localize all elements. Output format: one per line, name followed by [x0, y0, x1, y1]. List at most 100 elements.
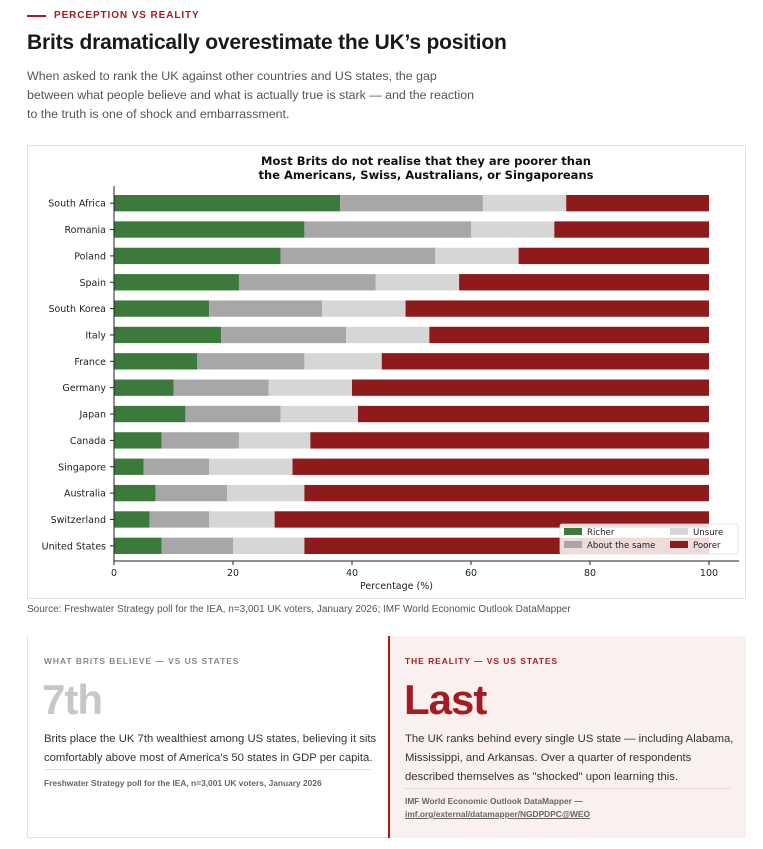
bar-south-korea-about-the-same: [209, 300, 323, 317]
x-tick-label: 20: [227, 568, 239, 579]
bar-japan-unsure: [280, 405, 358, 423]
bar-canada-poorer: [310, 432, 709, 449]
bar-france-richer: [114, 353, 198, 370]
believe-source: Freshwater Strategy poll for the IEA, n=…: [44, 778, 322, 788]
y-tick-label: France: [74, 357, 106, 368]
bar-switzerland-richer: [114, 511, 150, 528]
bar-germany-richer: [114, 379, 174, 396]
bar-italy-about-the-same: [221, 326, 347, 344]
believe-body: Brits place the UK 7th wealthiest among …: [44, 733, 377, 764]
legend-swatch-about-the-same: [564, 541, 582, 548]
chart-title-line: the Americans, Swiss, Australians, or Si…: [259, 168, 594, 182]
reality-body: The UK ranks behind every single US stat…: [405, 733, 734, 783]
y-tick-label: Germany: [62, 383, 106, 394]
kicker: PERCEPTION VS REALITY: [27, 10, 200, 21]
bar-poland-unsure: [435, 247, 519, 265]
y-tick-label: Australia: [64, 489, 106, 500]
x-tick-label: 0: [111, 568, 117, 579]
bar-singapore-about-the-same: [143, 458, 210, 475]
legend-swatch-richer: [564, 528, 582, 535]
reality-source: IMF World Economic Outlook DataMapper — …: [405, 795, 735, 821]
y-tick-label: Romania: [64, 225, 106, 236]
bar-spain-about-the-same: [238, 274, 376, 291]
reality-divider: [405, 788, 730, 789]
bar-italy-richer: [114, 326, 222, 344]
believe-label: WHAT BRITS BELIEVE — VS US STATES: [44, 656, 240, 666]
bar-poland-richer: [114, 247, 281, 265]
bar-japan-richer: [114, 405, 186, 423]
reality-source-link[interactable]: imf.org/external/datamapper/NGDPDPC@WEO: [405, 809, 591, 819]
chart-container: Most Brits do not realise that they are …: [27, 145, 746, 599]
bar-italy-unsure: [346, 326, 430, 344]
x-tick-label: 100: [700, 568, 718, 579]
legend-box: [559, 523, 739, 555]
bar-romania-poorer: [554, 221, 709, 238]
bar-south-africa-about-the-same: [340, 195, 483, 212]
legend-swatch-unsure: [670, 528, 688, 535]
bar-romania-unsure: [471, 221, 555, 238]
believe-panel: WHAT BRITS BELIEVE — VS US STATES 7th Br…: [27, 636, 388, 838]
bar-united-states-richer: [114, 537, 162, 554]
y-tick-label: Singapore: [58, 462, 106, 473]
bar-south-korea-unsure: [322, 300, 406, 317]
believe-divider: [44, 769, 371, 770]
reality-source-text: IMF World Economic Outlook DataMapper —: [405, 796, 583, 806]
bar-canada-richer: [114, 432, 162, 449]
bar-romania-about-the-same: [304, 221, 471, 238]
bar-canada-unsure: [238, 432, 311, 449]
page-title: Brits dramatically overestimate the UK’s…: [27, 31, 507, 54]
bar-romania-richer: [114, 221, 305, 238]
bar-japan-poorer: [357, 405, 709, 423]
bar-australia-richer: [114, 484, 156, 502]
y-tick-label: Spain: [79, 278, 106, 289]
bar-singapore-poorer: [292, 458, 709, 475]
bar-singapore-unsure: [209, 458, 293, 475]
legend-swatch-poorer: [670, 541, 688, 548]
bar-germany-poorer: [352, 379, 709, 396]
bar-south-africa-richer: [114, 195, 341, 212]
y-tick-label: Poland: [74, 251, 106, 262]
y-tick-label: Japan: [79, 410, 107, 421]
bar-poland-poorer: [518, 247, 709, 265]
bar-france-about-the-same: [197, 353, 305, 370]
bar-spain-richer: [114, 274, 239, 291]
bar-australia-poorer: [304, 484, 709, 502]
chart-title-line: Most Brits do not realise that they are …: [261, 154, 591, 168]
chart-source: Source: Freshwater Strategy poll for the…: [27, 604, 571, 615]
bar-spain-unsure: [375, 274, 460, 291]
x-tick-label: 40: [346, 568, 358, 579]
reality-panel: THE REALITY — VS US STATES Last The UK r…: [388, 636, 746, 838]
legend-label-richer: Richer: [587, 528, 615, 538]
bar-switzerland-about-the-same: [149, 511, 210, 528]
bar-france-unsure: [304, 353, 382, 370]
kicker-text: PERCEPTION VS REALITY: [54, 10, 200, 21]
reality-label: THE REALITY — VS US STATES: [405, 656, 559, 666]
legend-label-unsure: Unsure: [693, 528, 723, 538]
believe-rank: 7th: [42, 676, 103, 723]
bar-germany-about-the-same: [173, 379, 269, 396]
y-tick-label: United States: [42, 541, 106, 552]
bar-united-states-about-the-same: [161, 537, 233, 554]
y-tick-label: South Korea: [48, 304, 106, 315]
bar-south-africa-unsure: [482, 195, 567, 212]
kicker-rule: [27, 14, 46, 17]
bar-germany-unsure: [268, 379, 352, 396]
bar-switzerland-poorer: [274, 511, 709, 528]
bar-australia-unsure: [227, 484, 305, 502]
bar-france-poorer: [381, 353, 709, 370]
legend-label-poorer: Poorer: [693, 541, 721, 551]
x-tick-label: 80: [584, 568, 596, 579]
bar-south-africa-poorer: [566, 195, 709, 212]
bar-spain-poorer: [459, 274, 709, 291]
y-tick-label: South Africa: [48, 199, 106, 210]
x-tick-label: 60: [465, 568, 477, 579]
bar-united-states-unsure: [233, 537, 305, 554]
bar-italy-poorer: [429, 326, 709, 344]
bar-australia-about-the-same: [155, 484, 228, 502]
bar-south-korea-richer: [114, 300, 210, 317]
bar-poland-about-the-same: [280, 247, 436, 265]
bar-south-korea-poorer: [405, 300, 709, 317]
x-axis-label: Percentage (%): [360, 581, 433, 592]
y-tick-label: Canada: [70, 436, 106, 447]
bar-canada-about-the-same: [161, 432, 239, 449]
